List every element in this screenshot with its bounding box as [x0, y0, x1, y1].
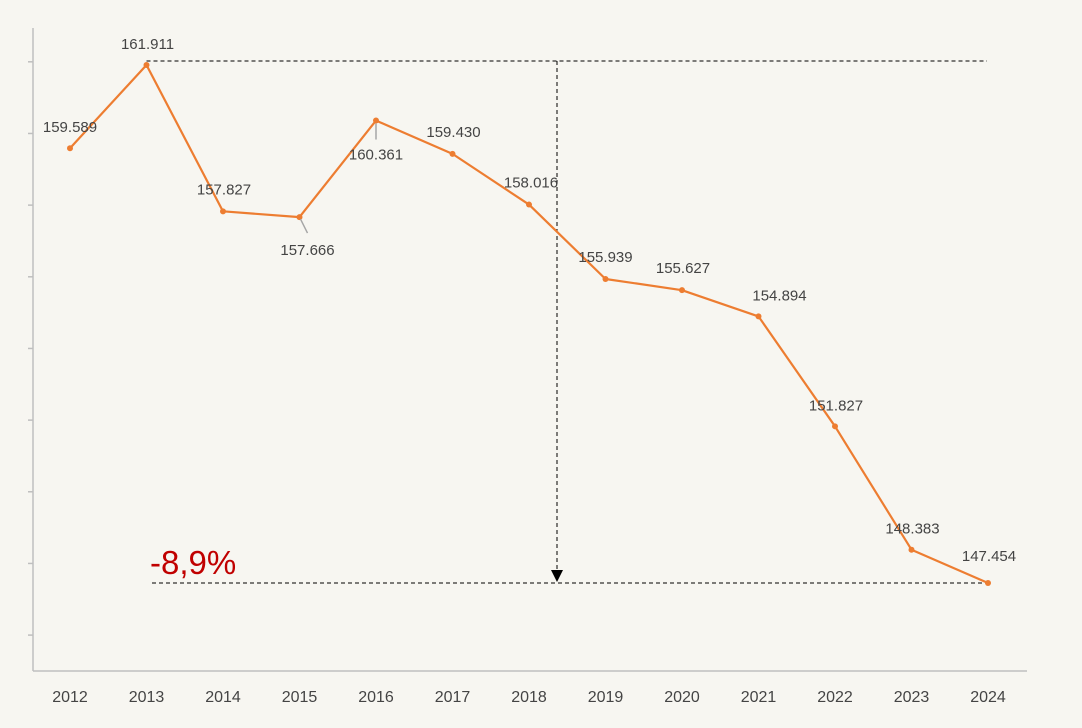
data-point	[908, 546, 915, 553]
data-label: 155.939	[578, 249, 632, 266]
x-tick-label: 2024	[970, 689, 1006, 706]
reference-guides	[146, 60, 987, 584]
data-point	[67, 145, 73, 152]
x-tick-label: 2021	[741, 689, 777, 706]
data-labels: 159.589 161.911 157.827 157.666 160.361 159.4…	[43, 36, 1016, 565]
x-tick-label: 2012	[52, 689, 88, 706]
data-point	[985, 580, 991, 586]
data-label: 154.894	[752, 287, 806, 304]
data-label: 159.430	[426, 124, 480, 141]
data-label: 147.454	[962, 548, 1016, 565]
data-point	[220, 208, 226, 215]
data-point	[296, 214, 303, 221]
x-tick-label: 2013	[129, 689, 165, 706]
data-point	[143, 62, 150, 68]
label-leader-line	[299, 218, 309, 234]
series-line-group	[67, 62, 991, 586]
data-point	[832, 423, 838, 430]
data-label: 148.383	[885, 521, 939, 538]
x-tick-label: 2018	[511, 689, 547, 706]
data-label: 158.016	[504, 175, 558, 192]
series-line	[69, 63, 989, 585]
x-tick-label: 2022	[817, 689, 853, 706]
data-label: 159.589	[43, 119, 97, 136]
x-tick-label: 2014	[205, 689, 241, 706]
change-arrow-head	[551, 570, 563, 582]
data-point	[679, 287, 685, 294]
x-tick-label: 2015	[282, 689, 318, 706]
x-tick-label: 2017	[435, 689, 471, 706]
data-label: 157.827	[197, 181, 251, 198]
data-label: 151.827	[809, 397, 863, 414]
x-tick-label: 2019	[588, 689, 624, 706]
change-annotation: -8,9%	[150, 544, 236, 581]
x-tick-label: 2023	[894, 689, 930, 706]
data-point	[755, 313, 762, 320]
data-label: 160.361	[349, 147, 403, 164]
data-point	[602, 275, 609, 282]
data-label: 155.627	[656, 260, 710, 277]
data-label: 157.666	[280, 242, 334, 259]
x-tick-label: 2016	[358, 689, 394, 706]
x-tick-label: 2020	[664, 689, 700, 706]
data-label: 161.911	[121, 36, 174, 53]
data-point	[373, 117, 379, 124]
data-point	[526, 201, 532, 208]
axes: 2012 2013 2014 2015 2016 2017 2018 2019 2020 2021…	[28, 28, 1027, 706]
data-point	[449, 150, 456, 157]
